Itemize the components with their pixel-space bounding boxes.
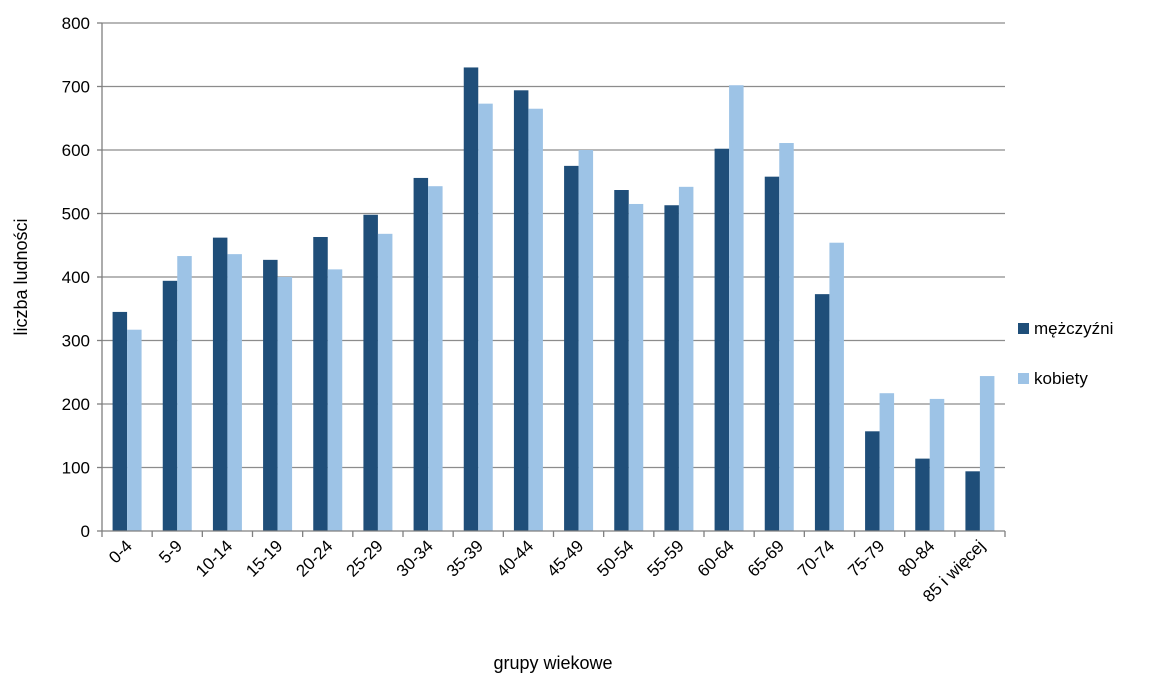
x-tick-label: 60-64: [694, 536, 738, 580]
bar-kobiety: [578, 150, 594, 531]
bar-kobiety: [277, 277, 293, 531]
x-tick-label: 40-44: [493, 536, 537, 580]
y-tick-label: 0: [81, 522, 90, 541]
y-tick-label: 200: [62, 395, 90, 414]
y-tick-label: 400: [62, 268, 90, 287]
bar-mezczyzni: [564, 165, 579, 531]
x-tick-label: 45-49: [543, 536, 587, 580]
bar-mezczyzni: [263, 259, 278, 531]
bar-kobiety: [327, 269, 343, 531]
bar-mezczyzni: [714, 148, 730, 532]
bar-kobiety: [177, 256, 192, 531]
x-tick-label: 20-24: [292, 536, 336, 580]
x-tick-label: 75-79: [844, 536, 888, 580]
x-tick-label: 55-59: [644, 536, 688, 580]
x-tick-label: 35-39: [443, 536, 487, 580]
bar-kobiety: [879, 393, 895, 531]
y-tick-label: 800: [62, 14, 90, 33]
axes: [97, 22, 1006, 537]
bar-mezczyzni: [313, 236, 328, 531]
bar-mezczyzni: [865, 431, 880, 531]
bar-mezczyzni: [614, 190, 629, 531]
x-tick-label: 5-9: [155, 536, 186, 567]
x-tick-labels: 0-4 5-9 10-14 15-19 20-24 25-29 30-34 35-39 40-4…: [105, 536, 989, 606]
bar-mezczyzni: [212, 237, 228, 531]
x-tick-label: 65-69: [744, 536, 788, 580]
bar-mezczyzni: [664, 205, 679, 531]
bar-mezczyzni: [814, 294, 830, 531]
y-axis-title: liczba ludności: [11, 218, 31, 335]
bar-kobiety: [678, 186, 694, 531]
bar-mezczyzni: [764, 176, 780, 532]
bar-mezczyzni: [363, 214, 378, 531]
y-tick-label: 600: [62, 141, 90, 160]
bar-mezczyzni: [112, 311, 128, 531]
x-tick-label: 25-29: [343, 536, 387, 580]
bar-kobiety: [729, 85, 744, 531]
gridlines: [102, 22, 1005, 469]
y-tick-label: 300: [62, 332, 90, 351]
bar-kobiety: [478, 103, 493, 532]
bars: [112, 67, 995, 532]
bar-kobiety: [929, 398, 945, 531]
x-tick-label: 10-14: [192, 536, 236, 580]
x-tick-label: 0-4: [105, 536, 136, 567]
y-tick-labels: 0 100 200 300 400 500 600 700 800: [62, 14, 90, 541]
legend-swatch-kobiety: [1018, 373, 1029, 384]
x-tick-label: 30-34: [393, 536, 437, 580]
legend-label-mezczyzni: mężczyźni: [1034, 319, 1113, 338]
bar-mezczyzni: [162, 280, 178, 531]
y-tick-label: 500: [62, 205, 90, 224]
bar-mezczyzni: [463, 67, 479, 531]
y-tick-label: 100: [62, 459, 90, 478]
bar-kobiety: [528, 108, 543, 531]
x-tick-label: 15-19: [242, 536, 286, 580]
legend-label-kobiety: kobiety: [1034, 369, 1088, 388]
bar-kobiety: [829, 242, 844, 531]
x-tick-label: 80-84: [894, 536, 938, 580]
bar-mezczyzni: [513, 90, 529, 531]
bar-kobiety: [127, 329, 142, 531]
bar-mezczyzni: [965, 471, 980, 531]
x-tick-label: 50-54: [593, 536, 637, 580]
bar-kobiety: [227, 254, 242, 531]
bar-kobiety: [779, 143, 794, 531]
x-tick-label: 70-74: [794, 536, 838, 580]
bar-kobiety: [428, 186, 443, 531]
bar-mezczyzni: [915, 458, 930, 531]
y-tick-label: 700: [62, 78, 90, 97]
legend-swatch-mezczyzni: [1018, 323, 1029, 334]
bar-kobiety: [377, 233, 393, 531]
bar-kobiety: [979, 376, 995, 531]
bar-kobiety: [628, 203, 644, 531]
legend: mężczyźni kobiety: [1018, 319, 1113, 388]
x-axis-title: grupy wiekowe: [493, 653, 612, 673]
bar-mezczyzni: [413, 177, 429, 531]
